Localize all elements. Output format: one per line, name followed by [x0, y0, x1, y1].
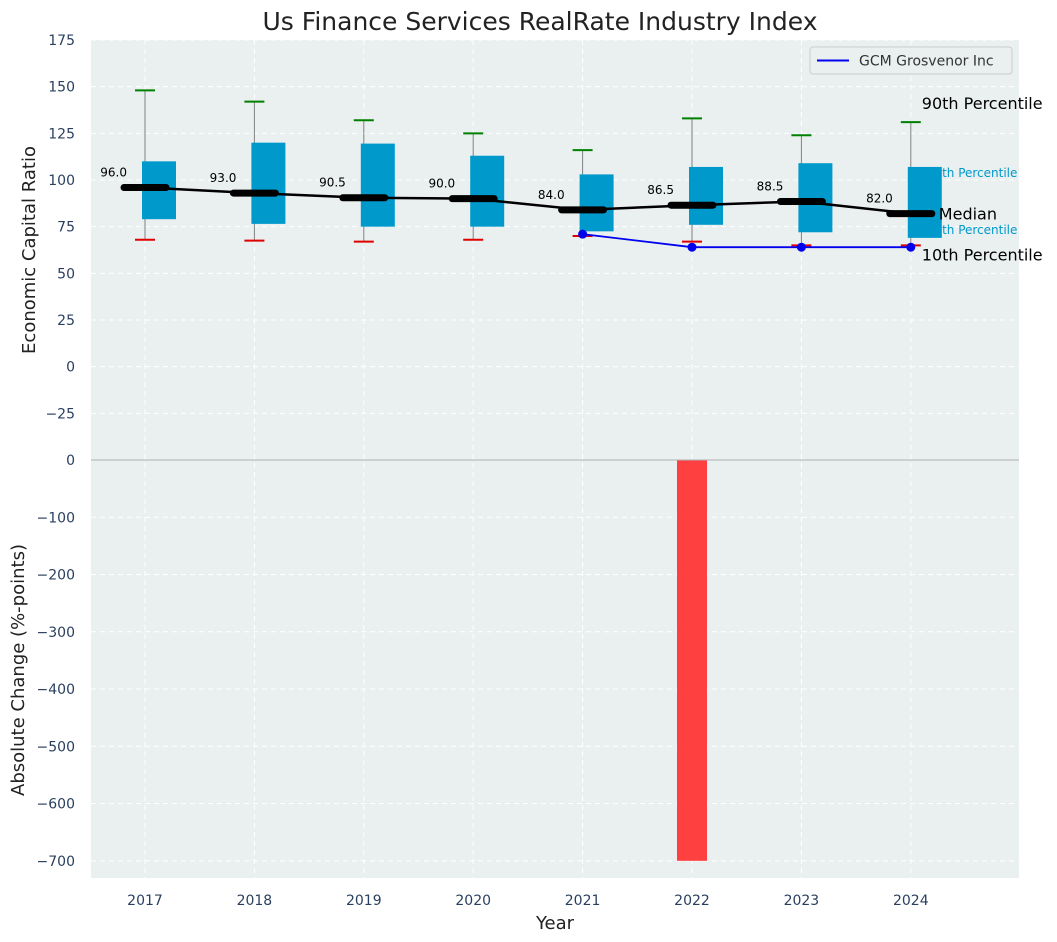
legend-box: [809, 46, 1013, 75]
x-tick-label: 2022: [674, 893, 710, 909]
top-y-tick-label: 25: [57, 313, 75, 329]
annotation-p90: 90th Percentile: [922, 94, 1043, 113]
annotation-p25: 25th Percentile: [927, 223, 1018, 237]
top-y-tick-label: 175: [48, 33, 75, 49]
top-y-tick-label: 125: [48, 126, 75, 142]
top-y-axis-title: Economic Capital Ratio: [19, 146, 40, 354]
median-series: 96.0 93.0 90.5 90.0 84.0 86.5 88.5 82.0: [100, 165, 936, 218]
x-tick-label: 2024: [893, 893, 929, 909]
legend-label: GCM Grosvenor Inc: [859, 54, 994, 70]
top-y-tick-label: 0: [66, 360, 75, 376]
iqr-box: [579, 174, 614, 232]
median-value-label: 88.5: [757, 179, 784, 193]
median-value-label: 90.0: [428, 177, 455, 191]
bottom-y-tick-label: −100: [37, 510, 75, 526]
annotation-median: Median: [939, 205, 997, 224]
median-value-label: 82.0: [866, 192, 893, 206]
annotation-p75: 75th Percentile: [927, 166, 1018, 180]
x-tick-label: 2017: [127, 893, 163, 909]
x-axis-title: Year: [535, 913, 575, 934]
bottom-y-tick-label: −600: [37, 797, 75, 813]
x-tick-label: 2023: [784, 893, 820, 909]
company-point: [578, 229, 588, 239]
median-value-label: 96.0: [100, 165, 127, 179]
x-tick-label: 2021: [565, 893, 601, 909]
top-plot-area: [91, 40, 1019, 460]
annotation-p10: 10th Percentile: [922, 245, 1043, 264]
bottom-y-tick-label: −700: [37, 854, 75, 870]
iqr-box: [798, 163, 833, 233]
x-tick-label: 2019: [346, 893, 382, 909]
bottom-y-tick-label: −200: [37, 568, 75, 584]
iqr-box: [689, 166, 723, 225]
company-series: [578, 229, 916, 252]
bottom-y-tick-label: −500: [37, 739, 75, 755]
x-tick-label: 2020: [455, 893, 491, 909]
bottom-y-axis-title: Absolute Change (%-points): [8, 544, 29, 796]
iqr-box: [360, 143, 395, 227]
change-bar: [677, 460, 707, 861]
iqr-box: [907, 166, 942, 238]
bottom-y-tick-label: −300: [37, 625, 75, 641]
top-y-tick-label: 100: [48, 173, 75, 189]
median-value-label: 84.0: [538, 188, 565, 202]
x-tick-label: 2018: [237, 893, 273, 909]
bottom-bars: [677, 460, 707, 861]
percentile-annotations: 90th Percentile 75th Percentile Median25th…: [922, 94, 1043, 264]
company-point: [796, 242, 806, 252]
company-point: [906, 242, 916, 252]
bottom-y-tick-label: −400: [37, 682, 75, 698]
median-value-label: 93.0: [210, 171, 237, 185]
iqr-box: [251, 142, 286, 224]
company-line: [582, 233, 911, 249]
top-y-tick-label: 50: [57, 266, 75, 282]
top-y-tick-label: 150: [48, 80, 75, 96]
top-y-tick-label: −25: [45, 406, 75, 422]
bottom-plot-area: [91, 460, 1019, 878]
top-y-tick-label: 75: [57, 220, 75, 236]
bottom-y-tick-label: 0: [66, 453, 75, 469]
iqr-box: [470, 155, 505, 227]
chart-title: Us Finance Services RealRate Industry In…: [263, 7, 818, 36]
median-value-label: 90.5: [319, 176, 346, 190]
box-plots: [135, 89, 942, 247]
axis-ticks: 175 150 125 100 75 50 25 0 −25 0 −100 −200 −300 −400 −…: [37, 33, 929, 909]
median-value-label: 86.5: [647, 183, 674, 197]
legend: GCM Grosvenor Inc: [809, 46, 1013, 75]
company-point: [687, 242, 697, 252]
